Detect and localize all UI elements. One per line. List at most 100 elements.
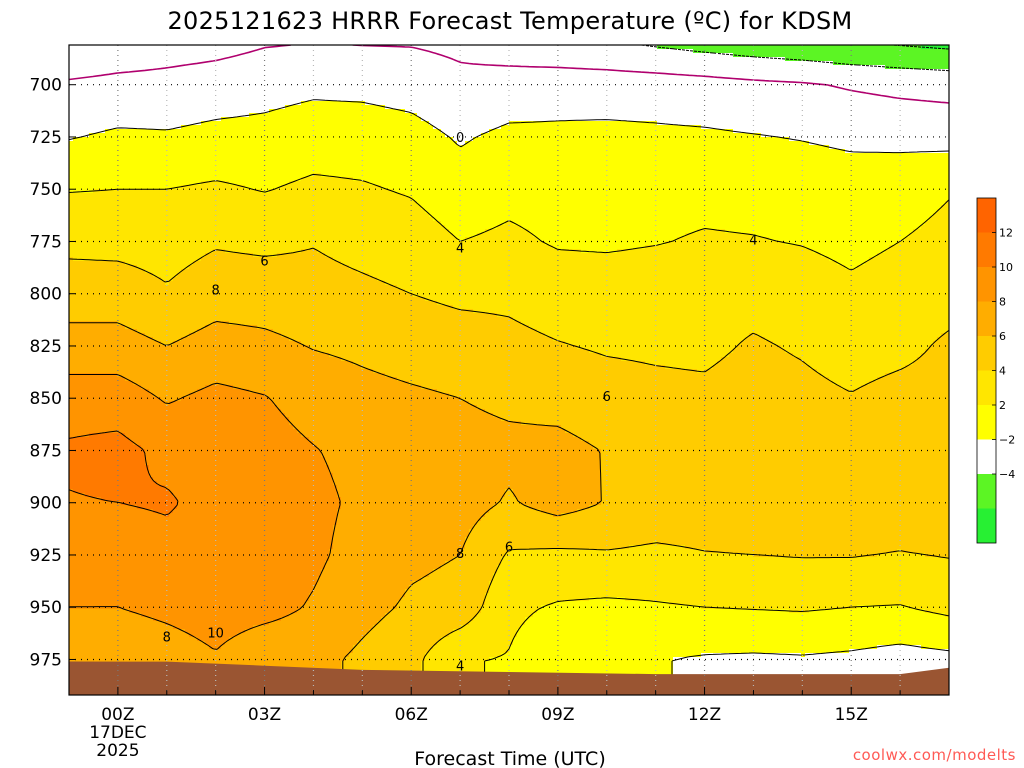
temperature-cell [725, 81, 730, 86]
temperature-cell [421, 57, 426, 62]
temperature-cell [837, 89, 842, 94]
temperature-cell [249, 61, 254, 66]
temperature-cell [121, 93, 126, 98]
temperature-cell [685, 45, 690, 50]
temperature-cell [337, 57, 342, 62]
temperature-cell [81, 49, 86, 54]
temperature-cell [645, 65, 650, 70]
temperature-cell [177, 77, 182, 82]
temperature-cell [489, 93, 494, 98]
temperature-cell [125, 53, 130, 58]
temperature-cell [173, 97, 178, 102]
temperature-cell [677, 81, 682, 86]
temperature-cell [625, 57, 630, 62]
temperature-cell [873, 85, 878, 90]
temperature-cell [321, 89, 326, 94]
temperature-cell [505, 69, 510, 74]
temperature-cell [113, 89, 118, 94]
temperature-cell [817, 53, 822, 58]
temperature-cell [277, 89, 282, 94]
temperature-cell [717, 61, 722, 66]
temperature-cell [853, 93, 858, 98]
temperature-cell [249, 93, 254, 98]
temperature-cell [841, 73, 846, 78]
temperature-cell [941, 93, 946, 98]
temperature-cell [845, 93, 850, 98]
temperature-cell [553, 85, 558, 90]
temperature-cell [117, 89, 122, 94]
temperature-cell [485, 57, 490, 62]
temperature-cell [301, 61, 306, 66]
temperature-cell [325, 45, 330, 50]
temperature-cell [565, 77, 570, 82]
temperature-cell [665, 61, 670, 66]
temperature-cell [933, 89, 938, 94]
temperature-cell [497, 77, 502, 82]
temperature-cell [449, 65, 454, 70]
temperature-cell [813, 77, 818, 82]
temperature-cell [577, 45, 582, 50]
temperature-cell [385, 61, 390, 66]
temperature-cell [149, 81, 154, 86]
temperature-cell [333, 89, 338, 94]
temperature-cell [177, 97, 182, 102]
temperature-cell [337, 65, 342, 70]
temperature-cell [809, 45, 814, 50]
temperature-cell [633, 61, 638, 66]
temperature-cell [845, 53, 850, 58]
temperature-cell [913, 53, 918, 58]
temperature-cell [473, 97, 478, 102]
temperature-cell [761, 69, 766, 74]
temperature-cell [641, 81, 646, 86]
temperature-cell [757, 61, 762, 66]
temperature-cell [317, 81, 322, 86]
temperature-cell [393, 85, 398, 90]
temperature-cell [917, 57, 922, 62]
temperature-cell [129, 57, 134, 62]
temperature-cell [533, 93, 538, 98]
temperature-cell [853, 49, 858, 54]
temperature-cell [69, 53, 74, 58]
temperature-cell [137, 89, 142, 94]
temperature-cell [373, 97, 378, 102]
temperature-cell [217, 97, 222, 102]
temperature-cell [301, 73, 306, 78]
temperature-cell [941, 73, 946, 78]
temperature-cell [177, 85, 182, 90]
temperature-cell [385, 85, 390, 90]
temperature-cell [413, 65, 418, 70]
temperature-cell [521, 85, 526, 90]
temperature-cell [165, 49, 170, 54]
temperature-cell [425, 53, 430, 58]
temperature-cell [817, 73, 822, 78]
temperature-cell [125, 45, 130, 50]
temperature-cell [505, 61, 510, 66]
temperature-cell [897, 73, 902, 78]
temperature-cell [601, 89, 606, 94]
temperature-cell [769, 49, 774, 54]
temperature-cell [161, 85, 166, 90]
temperature-cell [285, 65, 290, 70]
temperature-cell [709, 85, 714, 90]
temperature-cell [297, 77, 302, 82]
temperature-cell [793, 61, 798, 66]
temperature-cell [877, 77, 882, 82]
temperature-cell [381, 77, 386, 82]
temperature-cell [797, 49, 802, 54]
temperature-cell [309, 61, 314, 66]
temperature-cell [137, 73, 142, 78]
temperature-cell [805, 89, 810, 94]
temperature-cell [553, 97, 558, 102]
temperature-cell [361, 69, 366, 74]
temperature-cell [361, 89, 366, 94]
temperature-cell [693, 57, 698, 62]
temperature-cell [281, 97, 286, 102]
temperature-cell [453, 45, 458, 50]
temperature-cell [509, 53, 514, 58]
temperature-cell [405, 93, 410, 98]
temperature-cell [73, 53, 78, 58]
temperature-cell [533, 97, 538, 102]
temperature-cell [497, 49, 502, 54]
temperature-cell [901, 61, 906, 66]
